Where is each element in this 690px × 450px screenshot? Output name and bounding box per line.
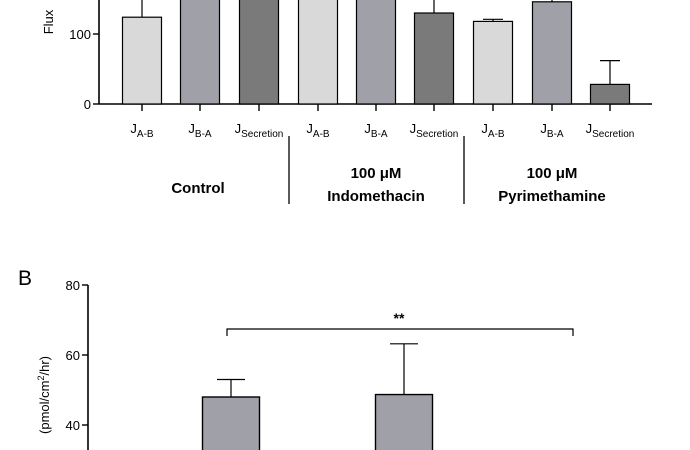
chart-panel-b: B (pmol/cm2/hr) 40 60 80 **: [18, 267, 574, 450]
significance-annotation: **: [226, 310, 574, 336]
bar: [201, 396, 261, 450]
y-axis-label: Flux: [41, 9, 56, 34]
y-tick-label: 40: [66, 418, 80, 433]
bar: [355, 0, 397, 105]
bars: [121, 0, 631, 105]
group-label-line2: Pyrimethamine: [498, 188, 606, 205]
y-tick-label: 0: [84, 97, 91, 112]
group-label: Control: [171, 180, 224, 197]
y-axis-label: (pmol/cm2/hr): [36, 356, 52, 434]
bar: [531, 1, 573, 105]
bar: [374, 393, 434, 450]
bar: [297, 0, 339, 105]
group-label-line1: 100 μM: [527, 165, 578, 182]
group-label-line2: Indomethacin: [327, 188, 425, 205]
bars: [201, 343, 434, 450]
x-tick-label: JB-A: [364, 121, 388, 140]
group-label-line1: 100 μM: [351, 165, 402, 182]
x-tick-label: JSecretion: [586, 121, 635, 140]
bar: [179, 0, 221, 105]
bar: [472, 20, 514, 105]
panel-letter: B: [18, 267, 32, 290]
x-tick-label: JB-A: [540, 121, 564, 140]
bar: [589, 83, 631, 105]
y-tick-label: 100: [69, 27, 91, 42]
bar: [121, 16, 163, 105]
x-tick-label: JB-A: [188, 121, 212, 140]
significance-stars: **: [394, 310, 405, 326]
bar: [238, 0, 280, 105]
bar: [413, 12, 455, 105]
group-labels: Control 100 μM Indomethacin 100 μM Pyrimetha…: [171, 136, 606, 205]
x-tick-label: JA-B: [306, 121, 330, 140]
y-tick-label: 80: [66, 278, 80, 293]
x-tick-label: JA-B: [130, 121, 154, 140]
y-tick-label: 60: [66, 348, 80, 363]
chart-panel-a: Flux 0 100 JA-B JB-A JSecretion JA-B JB-A JSec…: [41, 0, 652, 205]
x-tick-label: JSecretion: [235, 121, 284, 140]
x-tick-labels: JA-B JB-A JSecretion JA-B JB-A JSecretion JA-B…: [130, 104, 634, 140]
axes: 40 60 80: [66, 278, 89, 450]
x-tick-label: JSecretion: [410, 121, 459, 140]
x-tick-label: JA-B: [481, 121, 505, 140]
significance-bracket: [226, 328, 574, 336]
